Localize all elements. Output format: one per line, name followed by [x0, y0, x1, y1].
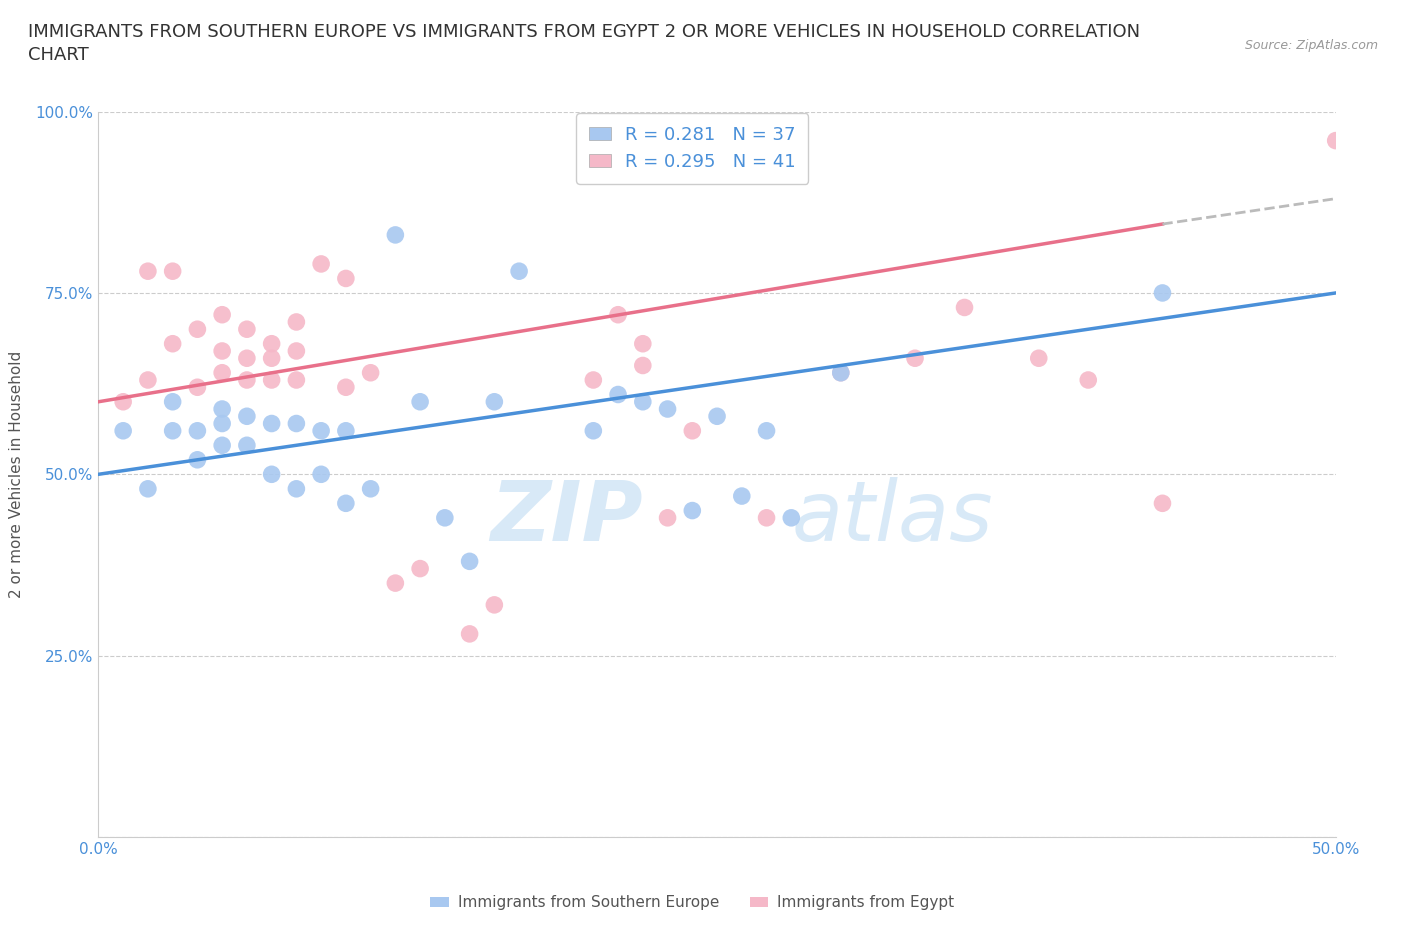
Point — [731, 488, 754, 503]
Point — [755, 423, 778, 438]
Point — [236, 409, 259, 424]
Point — [285, 416, 308, 431]
Point — [136, 482, 159, 497]
Y-axis label: 2 or more Vehicles in Household: 2 or more Vehicles in Household — [10, 351, 24, 598]
Point — [260, 351, 283, 365]
Point — [335, 271, 357, 286]
Point — [186, 423, 208, 438]
Point — [582, 423, 605, 438]
Point — [260, 467, 283, 482]
Point — [681, 423, 703, 438]
Point — [433, 511, 456, 525]
Point — [211, 402, 233, 417]
Point — [335, 496, 357, 511]
Point — [830, 365, 852, 380]
Point — [211, 307, 233, 322]
Point — [285, 314, 308, 329]
Point — [162, 264, 184, 279]
Point — [458, 627, 481, 642]
Point — [508, 264, 530, 279]
Point — [607, 387, 630, 402]
Point — [953, 300, 976, 315]
Point — [236, 322, 259, 337]
Point — [186, 452, 208, 467]
Point — [409, 394, 432, 409]
Point — [484, 597, 506, 612]
Point — [780, 511, 803, 525]
Point — [1324, 133, 1347, 148]
Point — [211, 365, 233, 380]
Point — [309, 423, 332, 438]
Point — [285, 373, 308, 388]
Point — [162, 423, 184, 438]
Point — [260, 337, 283, 352]
Point — [755, 511, 778, 525]
Point — [458, 554, 481, 569]
Point — [309, 257, 332, 272]
Point — [309, 467, 332, 482]
Point — [360, 482, 382, 497]
Point — [112, 394, 135, 409]
Point — [1028, 351, 1050, 365]
Point — [384, 576, 406, 591]
Point — [360, 365, 382, 380]
Point — [904, 351, 927, 365]
Point — [681, 503, 703, 518]
Point — [186, 379, 208, 394]
Point — [1077, 373, 1099, 388]
Point — [582, 373, 605, 388]
Point — [112, 423, 135, 438]
Point — [285, 482, 308, 497]
Point — [285, 343, 308, 358]
Point — [162, 337, 184, 352]
Point — [384, 228, 406, 243]
Point — [236, 351, 259, 365]
Point — [236, 438, 259, 453]
Point — [830, 365, 852, 380]
Point — [260, 373, 283, 388]
Point — [1152, 286, 1174, 300]
Text: ZIP: ZIP — [491, 477, 643, 558]
Point — [607, 307, 630, 322]
Text: CHART: CHART — [28, 46, 89, 64]
Point — [236, 373, 259, 388]
Point — [484, 394, 506, 409]
Point — [657, 511, 679, 525]
Text: Source: ZipAtlas.com: Source: ZipAtlas.com — [1244, 39, 1378, 52]
Point — [1152, 496, 1174, 511]
Point — [260, 416, 283, 431]
Point — [631, 394, 654, 409]
Point — [211, 438, 233, 453]
Point — [211, 343, 233, 358]
Point — [409, 561, 432, 576]
Point — [631, 337, 654, 352]
Point — [631, 358, 654, 373]
Text: atlas: atlas — [792, 477, 993, 558]
Point — [657, 402, 679, 417]
Point — [136, 373, 159, 388]
Point — [335, 423, 357, 438]
Point — [335, 379, 357, 394]
Point — [211, 416, 233, 431]
Point — [136, 264, 159, 279]
Point — [186, 322, 208, 337]
Point — [706, 409, 728, 424]
Point — [162, 394, 184, 409]
Legend: Immigrants from Southern Europe, Immigrants from Egypt: Immigrants from Southern Europe, Immigra… — [425, 889, 960, 916]
Text: IMMIGRANTS FROM SOUTHERN EUROPE VS IMMIGRANTS FROM EGYPT 2 OR MORE VEHICLES IN H: IMMIGRANTS FROM SOUTHERN EUROPE VS IMMIG… — [28, 23, 1140, 41]
